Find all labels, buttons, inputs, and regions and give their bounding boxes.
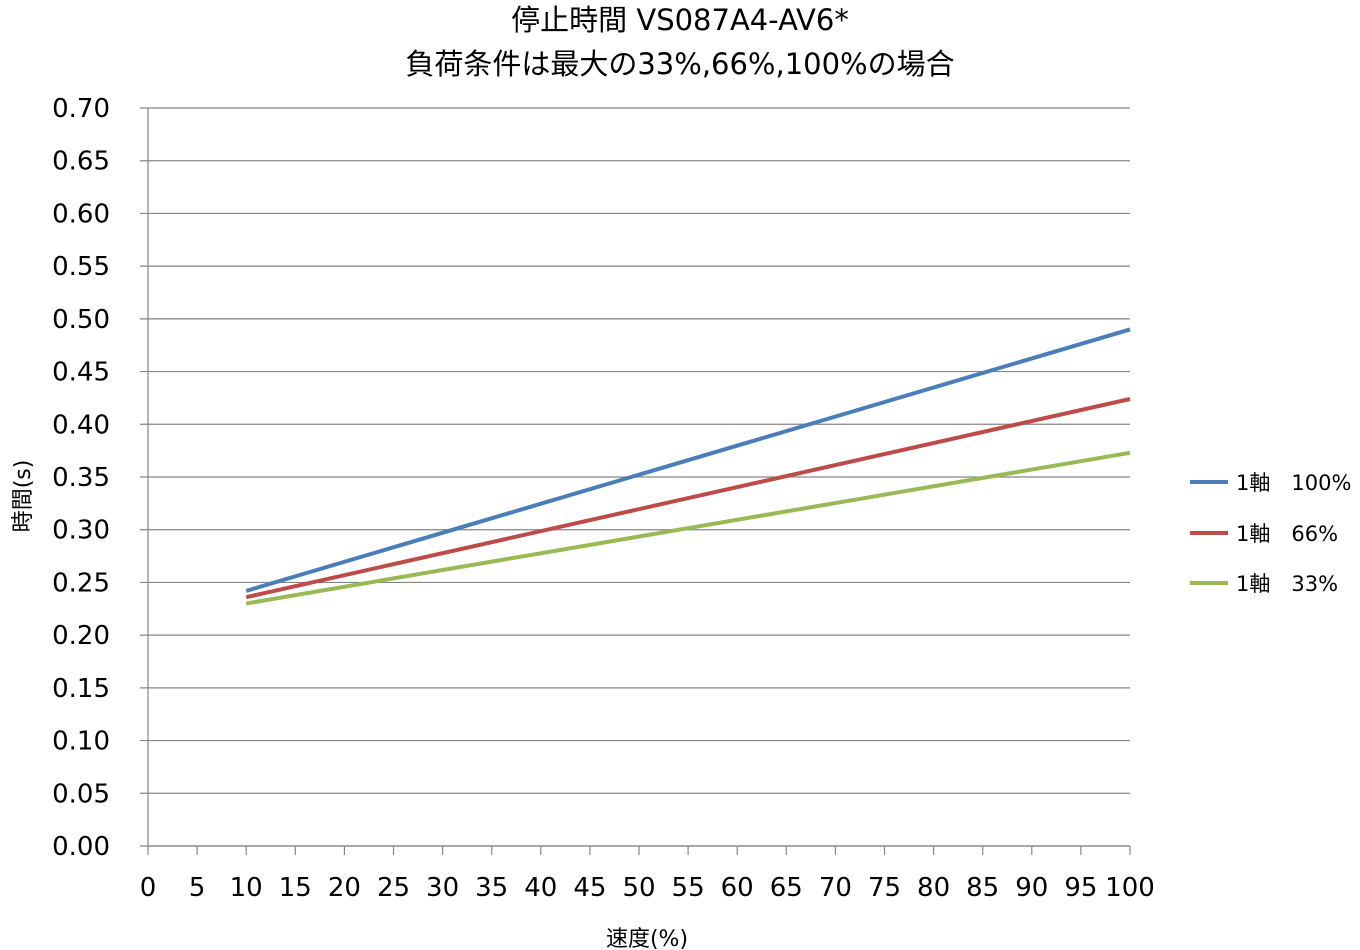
chart-title: 停止時間 VS087A4-AV6* [511, 3, 849, 37]
y-tick-label: 0.20 [52, 621, 110, 651]
x-tick-label: 85 [966, 873, 999, 903]
y-tick-label: 0.60 [52, 199, 110, 229]
x-tick-label: 70 [819, 873, 852, 903]
y-tick-label: 0.05 [52, 779, 110, 809]
y-tick-label: 0.30 [52, 516, 110, 546]
y-tick-label: 0.35 [52, 463, 110, 493]
x-tick-label: 15 [279, 873, 312, 903]
x-tick-label: 55 [672, 873, 705, 903]
legend-label-1: 1軸 100% [1236, 471, 1351, 495]
x-tick-labels: 0 5 10 15 20 25 30 35 40 45 50 55 60 65 70 75 80 85 90 95 10… [140, 873, 1155, 903]
x-tick-label: 80 [917, 873, 950, 903]
x-tick-label: 90 [1015, 873, 1048, 903]
series-line-2 [245, 397, 1131, 600]
x-tick-label: 65 [770, 873, 803, 903]
legend-label-3: 1軸 33% [1236, 572, 1338, 596]
x-tick-label: 0 [140, 873, 157, 903]
y-tick-label: 0.00 [52, 832, 110, 862]
y-tick-label: 0.55 [52, 252, 110, 282]
chart-subtitle: 負荷条件は最大の33%,66%,100%の場合 [405, 47, 955, 81]
x-tick-label: 5 [189, 873, 206, 903]
series-line-3 [245, 450, 1131, 606]
x-tick-label: 95 [1064, 873, 1097, 903]
x-tick-label: 50 [622, 873, 655, 903]
y-tick-label: 0.40 [52, 410, 110, 440]
series-line-1 [245, 327, 1131, 593]
x-tick-label: 25 [377, 873, 410, 903]
x-tick-label: 35 [475, 873, 508, 903]
y-tick-label: 0.65 [52, 147, 110, 177]
y-tick-label: 0.10 [52, 727, 110, 757]
x-axis-label: 速度(%) [606, 927, 688, 950]
x-tick-label: 45 [573, 873, 606, 903]
y-tick-label: 0.45 [52, 358, 110, 388]
axes [147, 108, 1131, 855]
x-tick-label: 20 [328, 873, 361, 903]
legend-label-2: 1軸 66% [1236, 522, 1338, 546]
y-tick-label: 0.15 [52, 674, 110, 704]
x-tick-label: 40 [524, 873, 557, 903]
x-tick-label: 100 [1105, 873, 1155, 903]
y-tick-label: 0.50 [52, 305, 110, 335]
series-lines [245, 327, 1131, 606]
x-tick-label: 10 [230, 873, 263, 903]
y-axis-label: 時間(s) [11, 460, 36, 533]
y-tick-label: 0.25 [52, 568, 110, 598]
y-tick-labels: 0.00 0.05 0.10 0.15 0.20 0.25 0.30 0.35 0.40 0.45… [52, 94, 110, 862]
x-tick-label: 60 [721, 873, 754, 903]
x-tick-label: 30 [426, 873, 459, 903]
y-tick-label: 0.70 [52, 94, 110, 124]
legend: 1軸 100% 1軸 66% 1軸 33% [1190, 471, 1351, 596]
x-tick-label: 75 [868, 873, 901, 903]
